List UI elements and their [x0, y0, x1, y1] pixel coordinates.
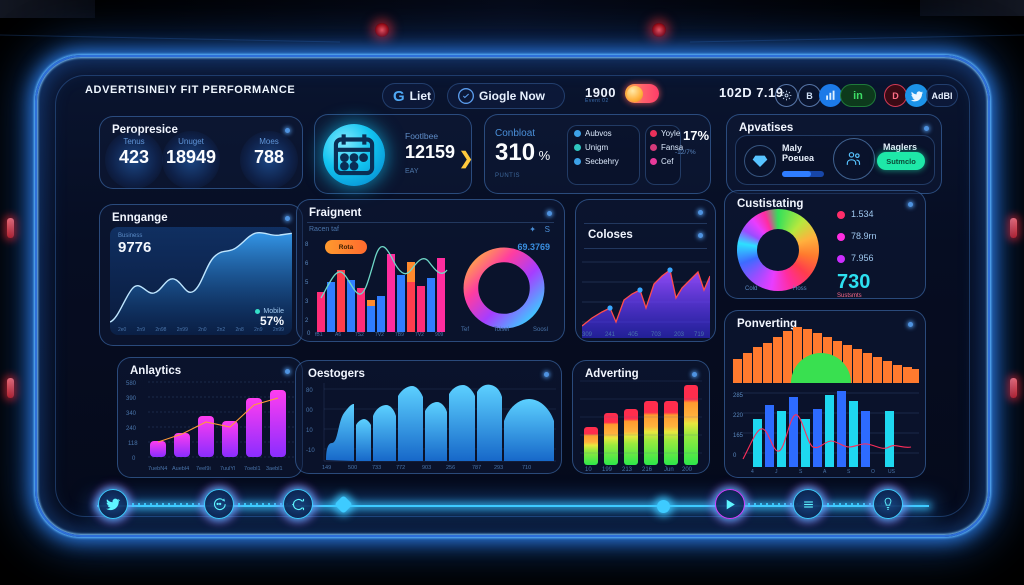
svg-text:220: 220 [733, 413, 744, 419]
svg-text:787: 787 [472, 465, 481, 469]
svg-text:S: S [799, 469, 803, 473]
svg-text:199: 199 [602, 467, 613, 471]
svg-text:772: 772 [396, 465, 405, 469]
svg-text:0: 0 [733, 453, 737, 459]
svg-text:203: 203 [674, 332, 685, 338]
svg-text:149: 149 [322, 465, 331, 469]
svg-text:240: 240 [126, 426, 137, 432]
svg-text:241: 241 [605, 332, 616, 338]
svg-text:405: 405 [628, 332, 639, 338]
svg-text:293: 293 [494, 465, 503, 469]
svg-text:4: 4 [751, 469, 754, 473]
svg-text:7uebN4: 7uebN4 [148, 466, 167, 472]
svg-text:7oebl1: 7oebl1 [244, 466, 261, 472]
svg-text:US: US [888, 469, 896, 473]
svg-text:fB1: fB1 [315, 332, 323, 336]
svg-text:0: 0 [132, 456, 136, 462]
svg-text:500: 500 [348, 465, 357, 469]
svg-text:216: 216 [642, 467, 653, 471]
svg-text:3: 3 [305, 299, 309, 305]
svg-text:719: 719 [694, 332, 705, 338]
svg-text:7S2: 7S2 [355, 332, 364, 336]
svg-text:3aebl1: 3aebl1 [266, 466, 283, 472]
svg-text:213: 213 [622, 467, 633, 471]
svg-text:00: 00 [306, 408, 313, 414]
svg-text:390: 390 [126, 396, 137, 402]
svg-text:O: O [871, 469, 875, 473]
svg-text:710: 710 [522, 465, 531, 469]
svg-text:A6: A6 [335, 332, 341, 336]
svg-text:256: 256 [446, 465, 455, 469]
svg-text:10: 10 [306, 428, 313, 434]
svg-text:6: 6 [305, 261, 309, 267]
svg-text:Auebl4: Auebl4 [172, 466, 189, 472]
svg-text:340: 340 [126, 411, 137, 417]
svg-text:118: 118 [128, 441, 138, 447]
svg-text:903: 903 [422, 465, 431, 469]
svg-text:S: S [847, 469, 851, 473]
svg-text:7uulYl: 7uulYl [220, 466, 235, 472]
svg-text:A: A [823, 469, 827, 473]
svg-text:8: 8 [305, 242, 309, 248]
svg-text:5: 5 [305, 280, 309, 286]
svg-text:909: 909 [435, 332, 444, 336]
svg-text:-10: -10 [306, 448, 315, 454]
svg-text:200: 200 [682, 467, 693, 471]
svg-text:0: 0 [307, 331, 311, 336]
svg-text:2: 2 [305, 318, 309, 324]
svg-text:7V2: 7V2 [415, 332, 424, 336]
svg-text:309: 309 [582, 332, 593, 338]
svg-text:285: 285 [733, 393, 744, 399]
svg-text:J: J [775, 469, 778, 473]
svg-text:580: 580 [126, 381, 137, 387]
svg-text:7B9: 7B9 [395, 332, 404, 336]
svg-text:Jun: Jun [664, 467, 674, 471]
svg-text:703: 703 [651, 332, 662, 338]
svg-text:733: 733 [372, 465, 381, 469]
svg-text:7V2: 7V2 [375, 332, 384, 336]
svg-text:165: 165 [733, 433, 744, 439]
svg-text:10: 10 [585, 467, 592, 471]
svg-text:7eel9i: 7eel9i [196, 466, 211, 472]
svg-text:80: 80 [306, 388, 313, 394]
